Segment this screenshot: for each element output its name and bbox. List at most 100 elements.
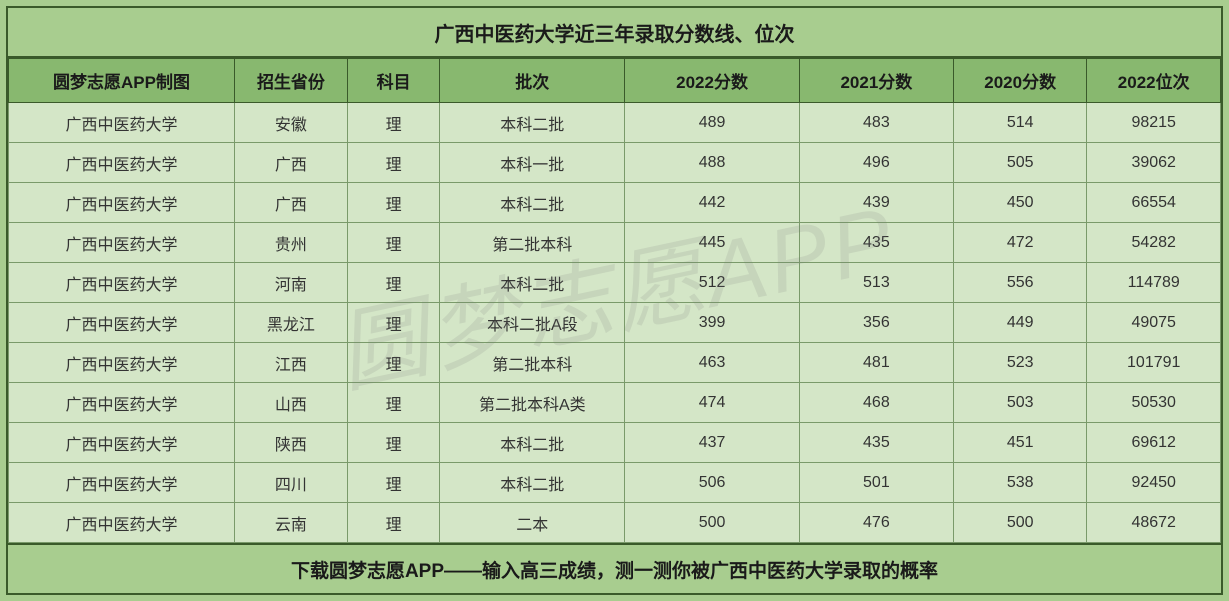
table-cell: 理 (347, 383, 439, 423)
col-header-batch: 批次 (440, 59, 625, 103)
table-cell: 48672 (1087, 503, 1221, 543)
table-cell: 江西 (234, 343, 347, 383)
table-cell: 356 (799, 303, 953, 343)
col-header-subject: 科目 (347, 59, 439, 103)
table-cell: 98215 (1087, 103, 1221, 143)
table-cell: 500 (625, 503, 800, 543)
table-cell: 理 (347, 423, 439, 463)
table-cell: 435 (799, 223, 953, 263)
table-cell: 505 (953, 143, 1087, 183)
table-cell: 556 (953, 263, 1087, 303)
col-header-province: 招生省份 (234, 59, 347, 103)
table-cell: 广西中医药大学 (9, 223, 235, 263)
table-cell: 514 (953, 103, 1087, 143)
table-cell: 理 (347, 303, 439, 343)
table-cell: 第二批本科 (440, 343, 625, 383)
table-cell: 理 (347, 463, 439, 503)
table-cell: 512 (625, 263, 800, 303)
table-row: 广西中医药大学江西理第二批本科463481523101791 (9, 343, 1221, 383)
table-cell: 442 (625, 183, 800, 223)
table-cell: 39062 (1087, 143, 1221, 183)
table-cell: 496 (799, 143, 953, 183)
table-cell: 理 (347, 263, 439, 303)
table-cell: 四川 (234, 463, 347, 503)
table-cell: 第二批本科 (440, 223, 625, 263)
table-row: 广西中医药大学山西理第二批本科A类47446850350530 (9, 383, 1221, 423)
table-cell: 468 (799, 383, 953, 423)
table-cell: 435 (799, 423, 953, 463)
table-cell: 理 (347, 343, 439, 383)
table-row: 广西中医药大学云南理二本50047650048672 (9, 503, 1221, 543)
table-cell: 广西中医药大学 (9, 103, 235, 143)
table-cell: 506 (625, 463, 800, 503)
table-cell: 50530 (1087, 383, 1221, 423)
table-cell: 黑龙江 (234, 303, 347, 343)
table-cell: 安徽 (234, 103, 347, 143)
table-cell: 广西中医药大学 (9, 143, 235, 183)
table-wrap: 圆梦志愿APP制图 招生省份 科目 批次 2022分数 2021分数 2020分… (8, 58, 1221, 543)
table-cell: 463 (625, 343, 800, 383)
table-cell: 474 (625, 383, 800, 423)
table-cell: 广西中医药大学 (9, 383, 235, 423)
table-cell: 河南 (234, 263, 347, 303)
table-cell: 437 (625, 423, 800, 463)
table-row: 广西中医药大学河南理本科二批512513556114789 (9, 263, 1221, 303)
table-cell: 523 (953, 343, 1087, 383)
table-cell: 101791 (1087, 343, 1221, 383)
table-cell: 本科二批 (440, 423, 625, 463)
table-cell: 114789 (1087, 263, 1221, 303)
table-cell: 481 (799, 343, 953, 383)
table-cell: 广西中医药大学 (9, 343, 235, 383)
page-title: 广西中医药大学近三年录取分数线、位次 (8, 8, 1221, 58)
table-cell: 理 (347, 103, 439, 143)
table-cell: 本科二批 (440, 103, 625, 143)
table-cell: 489 (625, 103, 800, 143)
table-cell: 92450 (1087, 463, 1221, 503)
col-header-2022score: 2022分数 (625, 59, 800, 103)
table-cell: 贵州 (234, 223, 347, 263)
table-cell: 501 (799, 463, 953, 503)
table-cell: 本科二批A段 (440, 303, 625, 343)
table-cell: 488 (625, 143, 800, 183)
table-cell: 陕西 (234, 423, 347, 463)
table-cell: 476 (799, 503, 953, 543)
table-cell: 449 (953, 303, 1087, 343)
table-cell: 第二批本科A类 (440, 383, 625, 423)
table-cell: 广西中医药大学 (9, 503, 235, 543)
table-cell: 本科二批 (440, 183, 625, 223)
table-cell: 66554 (1087, 183, 1221, 223)
table-cell: 54282 (1087, 223, 1221, 263)
table-cell: 472 (953, 223, 1087, 263)
table-cell: 451 (953, 423, 1087, 463)
table-cell: 49075 (1087, 303, 1221, 343)
table-cell: 云南 (234, 503, 347, 543)
table-cell: 理 (347, 223, 439, 263)
table-cell: 本科二批 (440, 263, 625, 303)
table-cell: 广西 (234, 183, 347, 223)
col-header-2022rank: 2022位次 (1087, 59, 1221, 103)
table-cell: 439 (799, 183, 953, 223)
table-cell: 山西 (234, 383, 347, 423)
table-cell: 483 (799, 103, 953, 143)
col-header-2020score: 2020分数 (953, 59, 1087, 103)
table-row: 广西中医药大学四川理本科二批50650153892450 (9, 463, 1221, 503)
table-cell: 513 (799, 263, 953, 303)
table-container: 广西中医药大学近三年录取分数线、位次 圆梦志愿APP制图 招生省份 科目 批次 (6, 6, 1223, 595)
table-row: 广西中医药大学广西理本科二批44243945066554 (9, 183, 1221, 223)
table-cell: 503 (953, 383, 1087, 423)
table-cell: 本科一批 (440, 143, 625, 183)
table-cell: 广西中医药大学 (9, 183, 235, 223)
table-cell: 理 (347, 183, 439, 223)
table-cell: 69612 (1087, 423, 1221, 463)
table-header-row: 圆梦志愿APP制图 招生省份 科目 批次 2022分数 2021分数 2020分… (9, 59, 1221, 103)
table-row: 广西中医药大学安徽理本科二批48948351498215 (9, 103, 1221, 143)
table-cell: 理 (347, 503, 439, 543)
table-cell: 445 (625, 223, 800, 263)
table-cell: 广西中医药大学 (9, 263, 235, 303)
table-cell: 538 (953, 463, 1087, 503)
table-cell: 本科二批 (440, 463, 625, 503)
table-row: 广西中医药大学广西理本科一批48849650539062 (9, 143, 1221, 183)
table-body: 广西中医药大学安徽理本科二批48948351498215广西中医药大学广西理本科… (9, 103, 1221, 543)
table-row: 广西中医药大学黑龙江理本科二批A段39935644949075 (9, 303, 1221, 343)
table-cell: 广西中医药大学 (9, 423, 235, 463)
